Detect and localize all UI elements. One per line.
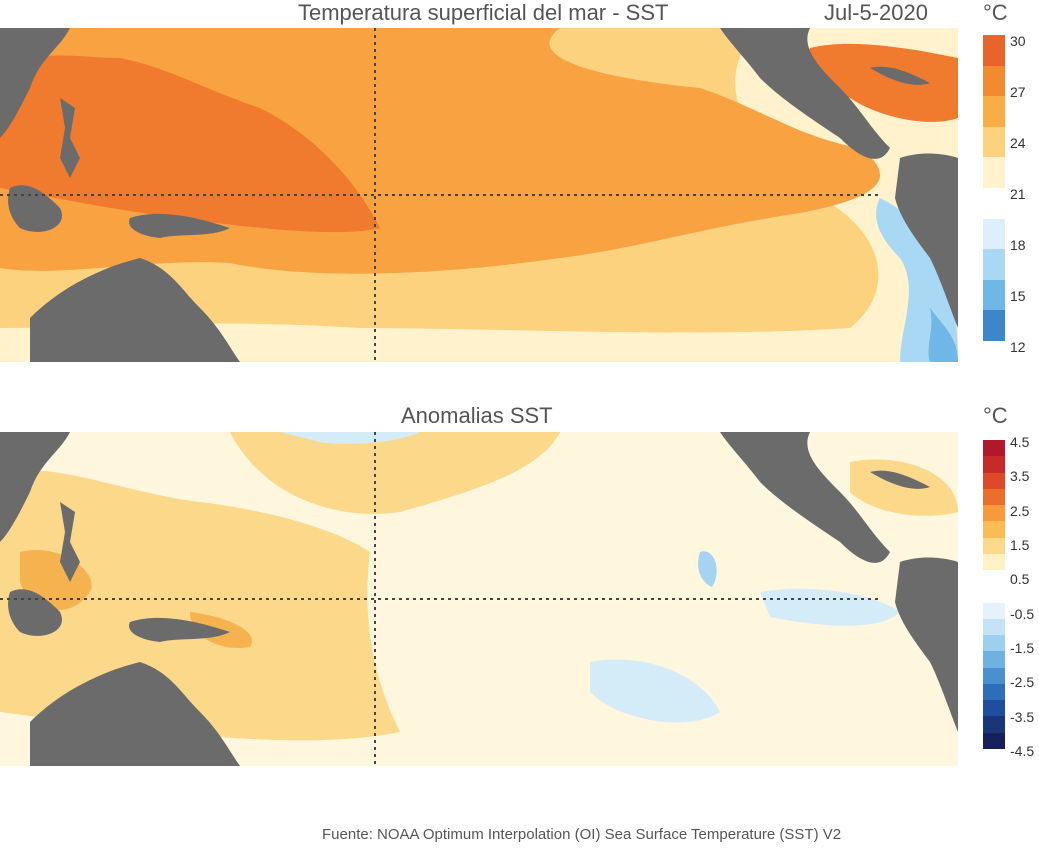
- sst-colorbar-tick-label: 12: [1010, 339, 1026, 355]
- sst-colorbar-cell: [983, 249, 1005, 281]
- anomaly-colorbar-cell: [983, 456, 1005, 473]
- anomaly-colorbar-cell: [983, 651, 1005, 669]
- sst-cold-core: [928, 308, 958, 362]
- sst-colorbar-tick-label: 15: [1010, 288, 1026, 304]
- anomaly-negative-north: [280, 432, 420, 444]
- sst-caribbean-warm: [807, 43, 958, 122]
- anomaly-colorbar-cell: [983, 472, 1005, 490]
- anomaly-map: [0, 432, 958, 766]
- sst-colorbar-cell: [983, 65, 1005, 97]
- sst-land-asia: [0, 28, 70, 138]
- anomaly-negative-central: [590, 659, 720, 723]
- anomaly-colorbar-cell: [983, 635, 1005, 652]
- anomaly-colorbar: [983, 440, 1005, 758]
- anomaly-land-indonesia: [8, 589, 62, 636]
- sst-colorbar-cell: [983, 157, 1005, 189]
- anomaly-colorbar-cell: [983, 700, 1005, 717]
- sst-land-indonesia: [8, 185, 62, 232]
- anomaly-colorbar-cell: [983, 716, 1005, 734]
- anomaly-colorbar-cell: [983, 553, 1005, 571]
- anomaly-colorbar-cell: [983, 602, 1005, 620]
- anomaly-colorbar-tick-label: -3.5: [1010, 708, 1035, 725]
- anomaly-colorbar-tick-label: 4.5: [1010, 434, 1030, 450]
- anomaly-colorbar-tick-label: 3.5: [1010, 468, 1030, 485]
- anomaly-colorbar-cell: [983, 586, 1005, 604]
- anomaly-colorbar-tick-label: 1.5: [1010, 537, 1030, 553]
- sst-colorbar-tick-label: 30: [1010, 33, 1026, 49]
- sst-map-date: Jul-5-2020: [824, 0, 928, 25]
- anomaly-colorbar-cell: [983, 618, 1005, 636]
- anomaly-colorbar-cell: [983, 570, 1005, 587]
- anomaly-land-cuba: [870, 470, 930, 489]
- anomaly-colorbar-cell: [983, 488, 1005, 506]
- anomaly-colorbar-tick-label: 0.5: [1010, 571, 1030, 588]
- sst-land-north-america: [720, 28, 890, 159]
- sst-colorbar-cell: [983, 126, 1005, 158]
- sst-colorbar-cell: [983, 188, 1005, 220]
- sst-land-philippines: [60, 98, 80, 178]
- sst-colorbar-cell: [983, 96, 1005, 128]
- anomaly-land-north-america: [720, 432, 890, 563]
- sst-colorbar-tick-label: 21: [1010, 186, 1026, 202]
- sst-warm-pool: [0, 55, 380, 233]
- anomaly-colorbar-unit: °C: [983, 403, 1008, 428]
- anomaly-land-new-guinea: [129, 617, 230, 642]
- anomaly-land-south-america: [895, 557, 958, 732]
- sst-land-australia: [30, 258, 240, 362]
- anomaly-negative-spot: [698, 551, 717, 587]
- sst-land-new-guinea: [129, 213, 230, 238]
- anomaly-colorbar-tick-label: 2.5: [1010, 502, 1030, 519]
- anomaly-colorbar-cell: [983, 521, 1005, 539]
- anomaly-positive-north: [230, 432, 560, 514]
- sst-colorbar-unit: °C: [983, 0, 1008, 25]
- anomaly-colorbar-tick-label: -2.5: [1010, 674, 1035, 691]
- anomaly-colorbar-tick-label: -1.5: [1010, 640, 1035, 656]
- anomaly-colorbar-tick-label: -0.5: [1010, 605, 1035, 622]
- source-footer: Fuente: NOAA Optimum Interpolation (OI) …: [322, 826, 842, 843]
- sst-colorbar-tick-label: 24: [1010, 135, 1026, 151]
- sst-land-cuba: [870, 66, 930, 85]
- sst-map: [0, 28, 958, 362]
- sst-colorbar-cell: [983, 279, 1005, 311]
- anomaly-colorbar-cell: [983, 683, 1005, 701]
- sst-colorbar-tick-label: 27: [1010, 84, 1026, 100]
- sst-colorbar-cell: [983, 218, 1005, 250]
- anomaly-colorbar-cell: [983, 537, 1005, 555]
- sst-colorbar-tick-label: 18: [1010, 237, 1026, 253]
- sst-colorbar-cell: [983, 35, 1005, 67]
- anomaly-colorbar-cell: [983, 505, 1005, 522]
- anomaly-land-australia: [30, 662, 240, 766]
- anomaly-colorbar-tick-label: -4.5: [1010, 743, 1035, 759]
- anomaly-land-philippines: [60, 502, 80, 582]
- anomaly-negative-east-equator: [760, 588, 900, 626]
- sst-colorbar-cell: [983, 310, 1005, 342]
- sst-land-south-america: [895, 153, 958, 328]
- anomaly-positive-west: [0, 469, 400, 741]
- sst-colorbar: [983, 35, 1005, 355]
- anomaly-land-asia: [0, 432, 70, 542]
- anomaly-map-title: Anomalias SST: [401, 403, 553, 428]
- anomaly-colorbar-cell: [983, 440, 1005, 457]
- sst-map-title: Temperatura superficial del mar - SST: [298, 0, 669, 25]
- anomaly-colorbar-cell: [983, 732, 1005, 750]
- anomaly-colorbar-cell: [983, 667, 1005, 685]
